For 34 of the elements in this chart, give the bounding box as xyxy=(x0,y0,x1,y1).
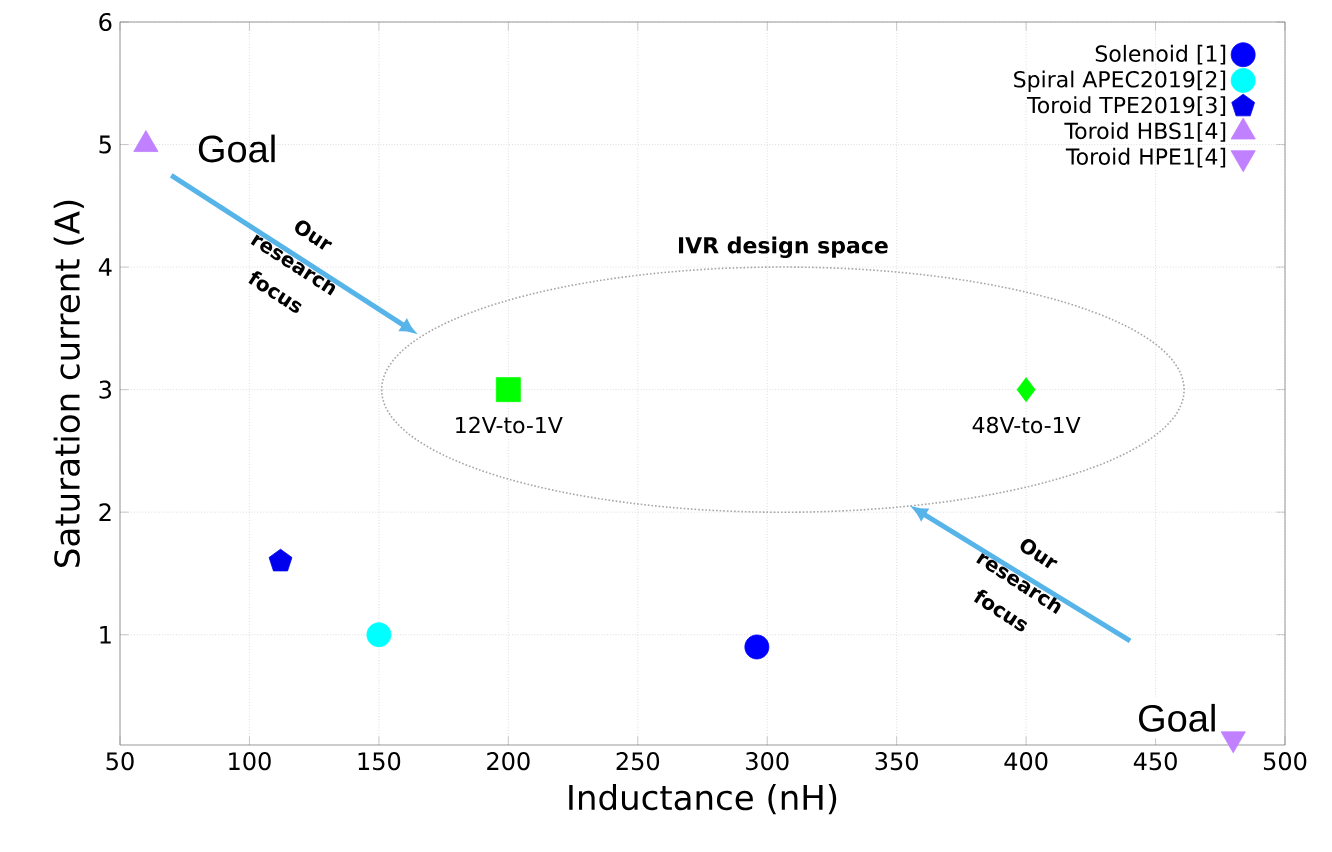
y-tick-label: 6 xyxy=(99,12,112,32)
legend-label: Solenoid [1] xyxy=(1095,44,1226,65)
annotation: 12V-to-1V xyxy=(456,416,563,434)
annotation: Goal xyxy=(1139,703,1215,732)
y-tick-label: 5 xyxy=(99,135,111,154)
y-tick-label: 2 xyxy=(99,503,111,522)
legend-label: Spiral APEC2019[2] xyxy=(1014,70,1226,92)
y-tick-label: 4 xyxy=(98,258,112,276)
point xyxy=(366,622,392,648)
legend-label: Toroid TPE2019[3] xyxy=(1026,96,1226,116)
x-tick-label: 350 xyxy=(875,752,918,771)
x-axis-title: Inductance (nH) xyxy=(569,783,837,815)
x-tick-label: 150 xyxy=(358,752,401,771)
annotation: IVR design space xyxy=(678,236,888,259)
point xyxy=(495,377,521,403)
legend-label: Toroid HBS1[4] xyxy=(1064,122,1226,142)
x-tick-label: 400 xyxy=(1004,752,1048,771)
x-tick-label: 250 xyxy=(616,752,660,771)
annotation: Goal xyxy=(198,134,275,163)
x-tick-label: 50 xyxy=(106,752,134,771)
point xyxy=(744,634,770,660)
point xyxy=(268,548,293,572)
y-tick-label: 1 xyxy=(100,625,111,644)
x-tick-label: 500 xyxy=(1263,752,1307,771)
point xyxy=(1016,377,1036,403)
y-axis-title: Saturation current (A) xyxy=(53,200,84,567)
x-tick-label: 100 xyxy=(229,752,271,771)
annotation: 48V-to-1V xyxy=(972,416,1081,434)
point xyxy=(133,130,159,152)
y-tick-label: 3 xyxy=(99,380,111,399)
x-tick-label: 200 xyxy=(487,752,530,771)
x-tick-label: 450 xyxy=(1133,752,1177,771)
legend-label: Toroid HPE1[4] xyxy=(1065,147,1226,168)
x-tick-label: 300 xyxy=(746,752,789,771)
